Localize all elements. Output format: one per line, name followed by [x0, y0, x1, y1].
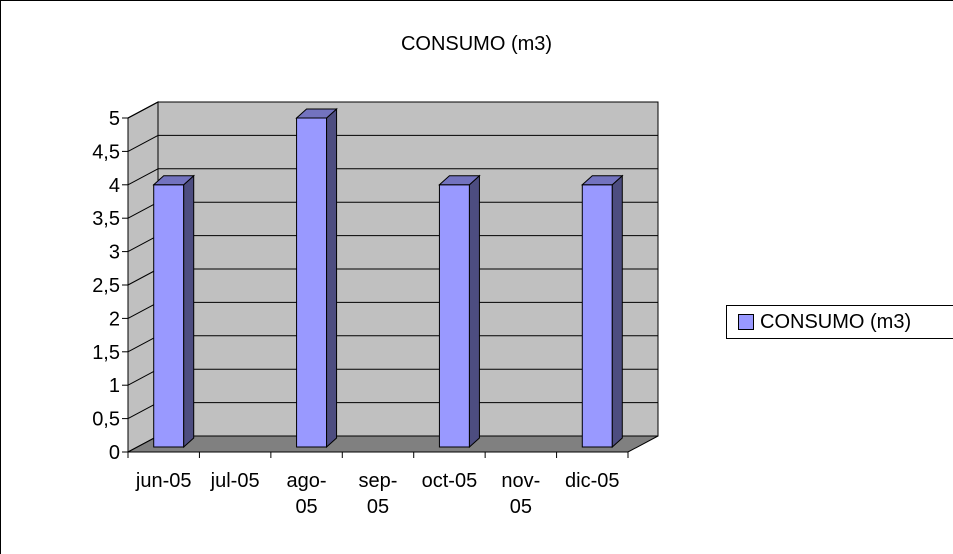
x-tick-label: 05: [510, 496, 532, 518]
x-tick-label: ago-: [287, 470, 327, 492]
x-tick-label: 05: [295, 496, 317, 518]
x-tick-label: nov-: [501, 470, 540, 492]
bar-side: [326, 107, 338, 449]
gridline-side: [127, 134, 159, 152]
y-tick-label: 0,5: [92, 409, 120, 431]
bar-side: [183, 174, 195, 449]
gridline-side: [127, 301, 159, 319]
bar: [153, 184, 185, 448]
gridline-side: [127, 368, 159, 386]
bar: [581, 184, 613, 448]
y-tick-label: 1,5: [92, 342, 120, 364]
gridline-side: [127, 168, 159, 186]
gridline-side: [127, 268, 159, 286]
bar-top: [580, 175, 624, 186]
x-tick-label: oct-05: [422, 470, 478, 492]
x-tick-label: jun-05: [135, 470, 192, 492]
y-tick-label: 4: [109, 175, 120, 197]
chart-title: CONSUMO (m3): [400, 33, 553, 55]
gridline-side: [127, 201, 159, 219]
y-tick-label: 5: [109, 108, 120, 130]
bar-top: [295, 108, 338, 119]
y-tick-label: 3: [109, 242, 120, 264]
gridline-side: [127, 335, 159, 353]
y-tick-label: 0: [109, 442, 120, 464]
bar-side: [468, 174, 480, 449]
y-tick-label: 3,5: [92, 208, 120, 230]
bar-top: [152, 175, 196, 186]
y-tick-label: 2: [109, 308, 120, 330]
x-tick-label: jul-05: [210, 470, 260, 492]
bar: [296, 117, 328, 448]
legend: CONSUMO (m3): [726, 305, 953, 339]
y-tick-label: 4,5: [92, 141, 120, 163]
y-tick-label: 2,5: [92, 275, 120, 297]
bar: [438, 184, 470, 448]
y-tick-label: 1: [109, 375, 120, 397]
legend-label: CONSUMO (m3): [760, 310, 912, 333]
gridline-side: [127, 235, 159, 253]
bar-top: [438, 175, 481, 186]
floor: [127, 435, 659, 453]
gridline-side: [127, 402, 159, 420]
bar-side: [611, 174, 623, 449]
x-tick-label: 05: [367, 496, 389, 518]
gridline-side: [127, 101, 159, 119]
x-tick-label: dic-05: [565, 470, 619, 492]
legend-swatch: [738, 314, 754, 330]
x-tick-label: sep-: [359, 470, 398, 492]
